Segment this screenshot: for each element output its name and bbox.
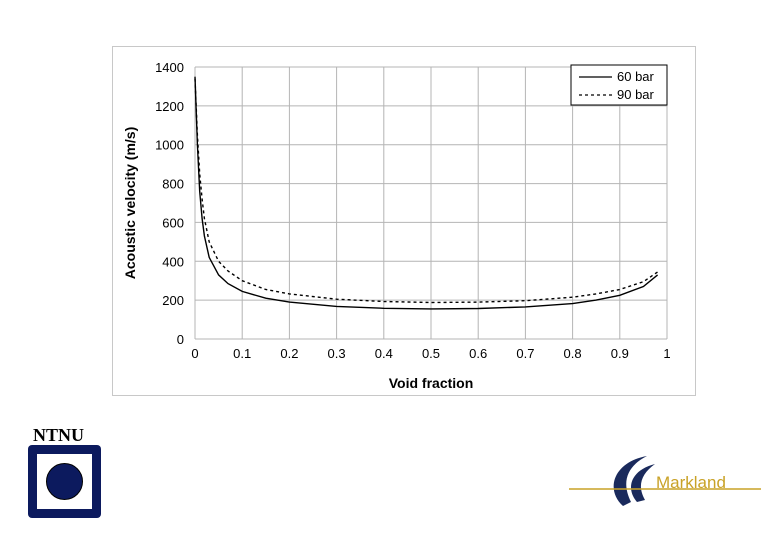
ntnu-logo-frame xyxy=(37,454,92,509)
x-tick-label: 1 xyxy=(663,346,670,361)
x-axis-title: Void fraction xyxy=(389,375,474,391)
legend-box xyxy=(570,64,668,106)
ntnu-logo-circle xyxy=(46,463,83,500)
chart-svg: 0 0.1 0.2 0.3 0.4 0.5 0.6 0.7 0.8 0.9 1 0 200 400 600… xyxy=(122,60,671,391)
y-tick-label: 600 xyxy=(162,215,184,230)
markland-logo: Markland xyxy=(569,456,761,506)
markland-swoosh-outer xyxy=(613,456,647,506)
legend: 60 bar 90 bar xyxy=(570,64,668,106)
x-tick-label: 0.5 xyxy=(422,346,440,361)
markland-logo-text: Markland xyxy=(656,473,726,492)
chart-frame: 0 0.1 0.2 0.3 0.4 0.5 0.6 0.7 0.8 0.9 1 0 200 400 600… xyxy=(112,46,696,396)
y-tick-label: 1000 xyxy=(155,138,184,153)
y-tick-label: 0 xyxy=(177,332,184,347)
x-tick-label: 0.3 xyxy=(328,346,346,361)
x-tick-label: 0.1 xyxy=(233,346,251,361)
markland-swoosh-inner xyxy=(631,464,655,502)
y-tick-label: 200 xyxy=(162,293,184,308)
y-tick-label: 400 xyxy=(162,254,184,269)
y-tick-label: 1400 xyxy=(155,60,184,75)
y-axis-title: Acoustic velocity (m/s) xyxy=(122,127,138,280)
legend-label-90-bar: 90 bar xyxy=(617,87,655,102)
series-line-90-bar xyxy=(194,78,658,304)
x-tick-label: 0.4 xyxy=(375,346,393,361)
x-tick-label: 0 xyxy=(191,346,198,361)
legend-label-60-bar: 60 bar xyxy=(617,69,655,84)
y-tick-label: 1200 xyxy=(155,99,184,114)
ntnu-logo xyxy=(28,445,101,518)
x-tick-label: 0.2 xyxy=(280,346,298,361)
x-tick-label: 0.7 xyxy=(516,346,534,361)
y-tick-label: 800 xyxy=(162,177,184,192)
ntnu-logo-text: NTNU xyxy=(33,425,85,445)
x-tick-label: 0.8 xyxy=(564,346,582,361)
series-line-60-bar xyxy=(194,76,659,310)
x-tick-label: 0.9 xyxy=(611,346,629,361)
x-tick-label: 0.6 xyxy=(469,346,487,361)
